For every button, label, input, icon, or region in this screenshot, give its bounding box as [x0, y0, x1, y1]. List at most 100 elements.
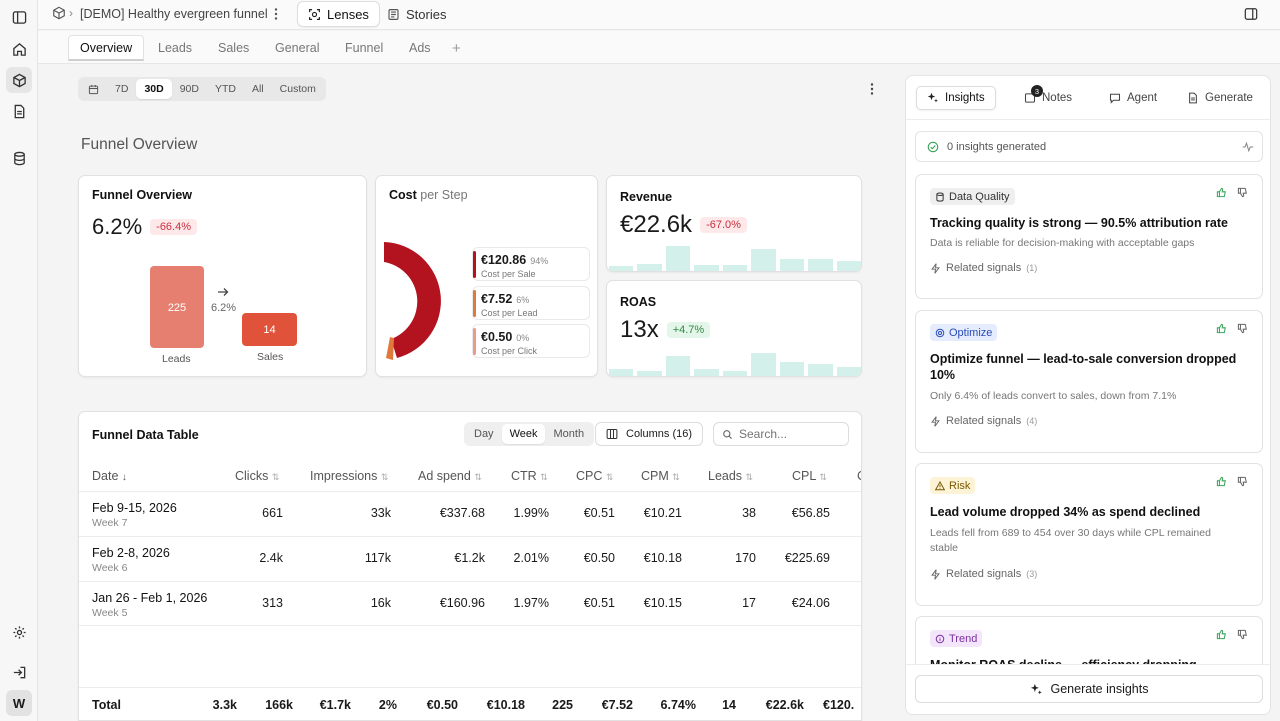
database-icon[interactable]: [6, 145, 32, 171]
column-header-cpm[interactable]: CPM ⇅: [641, 469, 680, 483]
sales-bar: 14: [242, 313, 297, 346]
table-row[interactable]: Jan 26 - Feb 1, 2026 Week 5 313 16k €160.…: [79, 581, 861, 626]
range-all[interactable]: All: [251, 83, 264, 95]
target-icon: [935, 328, 945, 337]
thumbs-down-icon[interactable]: [1237, 629, 1248, 640]
table-row[interactable]: Feb 2-8, 2026 Week 6 2.4k 117k €1.2k 2.01…: [79, 536, 861, 581]
column-header-date[interactable]: Date ↓: [92, 469, 127, 483]
search-input[interactable]: [739, 427, 839, 441]
revenue-sparkbars: [609, 243, 861, 271]
avatar[interactable]: W: [6, 690, 32, 716]
panel-tab-agent[interactable]: Agent: [1099, 86, 1167, 110]
funnel-overview-card: Funnel Overview 6.2% -66.4% 225 Leads 6.…: [78, 175, 367, 377]
add-tab-icon[interactable]: +: [452, 39, 461, 57]
columns-icon: [606, 428, 618, 440]
generate-insights-button[interactable]: Generate insights: [915, 675, 1263, 703]
column-header-cpc[interactable]: CPC ⇅: [576, 469, 614, 483]
spark-bar: [808, 259, 833, 271]
change-badge: -66.4%: [150, 219, 198, 235]
zap-icon: [931, 415, 940, 427]
tab-ads[interactable]: Ads: [409, 41, 431, 55]
granularity-week[interactable]: Week: [501, 424, 546, 444]
tab-stories[interactable]: Stories: [377, 1, 456, 27]
table-total-row: Total 3.3k 166k €1.7k 2% €0.50 €10.18 22…: [79, 687, 861, 720]
settings-gear-icon[interactable]: [6, 619, 32, 645]
chat-icon: [1109, 93, 1121, 104]
tag-data-quality: Data Quality: [930, 188, 1015, 205]
thumbs-down-icon[interactable]: [1237, 323, 1248, 334]
card-title-suffix: per Step: [420, 188, 468, 202]
spark-bar: [637, 264, 662, 271]
column-header-cpl[interactable]: CPL ⇅: [792, 469, 827, 483]
related-signals[interactable]: Related signals (3): [930, 568, 1037, 580]
insight-desc: Only 6.4% of leads convert to sales, dow…: [930, 390, 1177, 402]
tab-general[interactable]: General: [275, 41, 320, 55]
thumbs-up-icon[interactable]: [1216, 629, 1227, 640]
granularity-day[interactable]: Day: [474, 428, 494, 440]
logout-icon[interactable]: [6, 659, 32, 685]
spark-bar: [836, 261, 861, 271]
tab-overview[interactable]: Overview: [68, 35, 145, 61]
spark-bar: [751, 353, 776, 376]
panel-tab-insights[interactable]: Insights: [916, 86, 996, 110]
range-7d[interactable]: 7D: [115, 83, 129, 95]
insight-card[interactable]: Risk Lead volume dropped 34% as spend de…: [915, 463, 1263, 606]
thumbs-down-icon[interactable]: [1237, 187, 1248, 198]
related-signals[interactable]: Related signals (4): [930, 415, 1037, 427]
column-header-leads[interactable]: Leads ⇅: [708, 469, 754, 483]
panel-tab-generate[interactable]: Generate: [1177, 86, 1263, 110]
column-header-ad-spend[interactable]: Ad spend ⇅: [418, 469, 482, 483]
tab-leads[interactable]: Leads: [158, 41, 193, 55]
document-icon[interactable]: [6, 98, 32, 124]
activity-icon[interactable]: [1242, 141, 1254, 153]
tab-lenses[interactable]: Lenses: [297, 1, 380, 27]
calendar-icon[interactable]: [80, 79, 107, 99]
search-icon: [723, 429, 733, 439]
panel-toggle-icon[interactable]: [1244, 7, 1258, 21]
thumbs-down-icon[interactable]: [1237, 476, 1248, 487]
tab-funnel[interactable]: Funnel: [345, 41, 384, 55]
left-rail: W: [0, 0, 38, 721]
thumbs-up-icon[interactable]: [1216, 187, 1227, 198]
home-icon[interactable]: [6, 36, 32, 62]
card-title: Cost: [389, 188, 417, 202]
column-header-cut[interactable]: C: [857, 469, 861, 483]
columns-button[interactable]: Columns (16): [595, 422, 704, 446]
insight-card[interactable]: Optimize Optimize funnel — lead-to-sale …: [915, 310, 1263, 453]
leads-bar: 225: [150, 266, 204, 348]
column-header-ctr[interactable]: CTR ⇅: [511, 469, 548, 483]
tag-trend: Trend: [930, 630, 983, 647]
arrow-right-icon: [217, 287, 229, 297]
range-30d[interactable]: 30D: [136, 79, 172, 99]
table-row[interactable]: Feb 9-15, 2026 Week 7 661 33k €337.68 1.9…: [79, 491, 861, 536]
info-icon: [935, 634, 945, 643]
tag-risk: Risk: [930, 477, 976, 494]
range-ytd[interactable]: YTD: [214, 83, 236, 95]
spark-bar: [836, 367, 861, 376]
column-header-clicks[interactable]: Clicks ⇅: [235, 469, 280, 483]
granularity-month[interactable]: Month: [553, 428, 585, 440]
breadcrumb-project[interactable]: [DEMO] Healthy evergreen funnel: [80, 7, 268, 21]
roas-value: 13x: [620, 316, 659, 343]
thumbs-up-icon[interactable]: [1216, 476, 1227, 487]
view-tabs: Overview Leads Sales General Funnel Ads …: [38, 31, 1280, 64]
more-options-icon[interactable]: [868, 82, 876, 96]
date-range-selector: 7D 30D 90D YTD All Custom: [78, 77, 326, 101]
cube-icon[interactable]: [6, 67, 32, 93]
thumbs-up-icon[interactable]: [1216, 323, 1227, 334]
more-vertical-icon[interactable]: [272, 7, 280, 21]
insight-title: Lead volume dropped 34% as spend decline…: [930, 505, 1201, 519]
range-custom[interactable]: Custom: [279, 83, 316, 95]
related-signals[interactable]: Related signals (1): [930, 262, 1037, 274]
panel-tab-notes[interactable]: 3 Notes: [1014, 85, 1082, 110]
column-header-impressions[interactable]: Impressions ⇅: [310, 469, 389, 483]
cost-item: €0.50 0% Cost per Click: [472, 324, 590, 358]
tab-sales[interactable]: Sales: [218, 41, 250, 55]
cost-donut-chart: [384, 242, 441, 360]
color-strip: [473, 328, 476, 355]
spark-bar: [751, 249, 776, 271]
insight-card[interactable]: Data Quality Tracking quality is strong …: [915, 174, 1263, 299]
range-90d[interactable]: 90D: [179, 83, 199, 95]
sidebar-toggle-icon[interactable]: [6, 4, 32, 30]
search-box: [713, 422, 849, 446]
